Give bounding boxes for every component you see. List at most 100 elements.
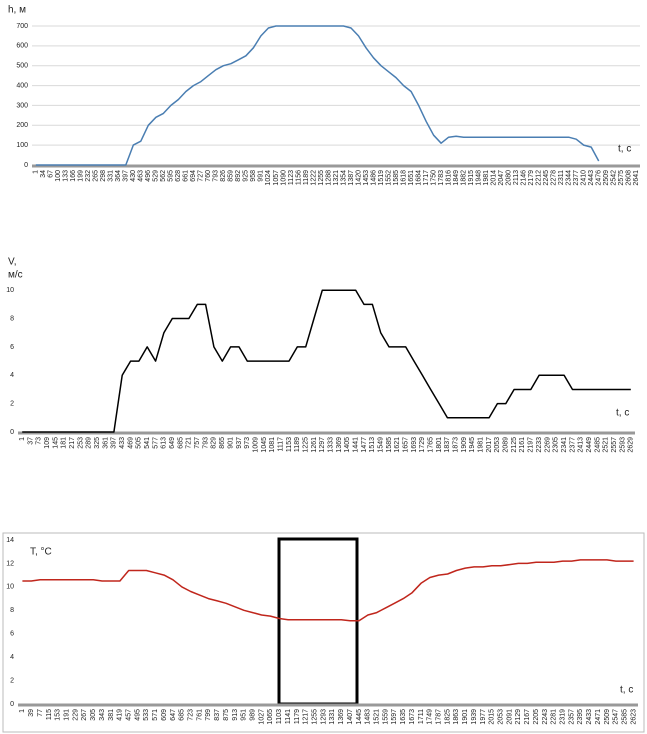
x-tick-label: 1179 xyxy=(294,709,301,724)
x-tick-label: 1787 xyxy=(436,709,443,725)
x-tick-label: 34 xyxy=(40,170,47,178)
x-tick-label: 723 xyxy=(188,709,195,721)
y-axis-label: V, xyxy=(8,257,17,268)
x-tick-label: 457 xyxy=(126,709,133,721)
x-tick-label: 571 xyxy=(152,709,159,721)
x-tick-label: 1117 xyxy=(277,437,284,452)
x-tick-label: 1261 xyxy=(311,437,318,453)
x-tick-label: 199 xyxy=(78,170,85,182)
x-tick-label: 1065 xyxy=(267,709,274,725)
x-tick-label: 2377 xyxy=(569,437,576,453)
x-tick-label: 913 xyxy=(232,709,239,721)
x-tick-label: 1453 xyxy=(363,170,370,186)
x-tick-label: 1 xyxy=(19,437,26,441)
x-tick-label: 496 xyxy=(145,170,152,182)
x-tick-label: 826 xyxy=(220,170,227,182)
x-tick-label: 1103 xyxy=(276,709,283,724)
x-tick-label: 267 xyxy=(81,709,88,721)
x-tick-label: 2161 xyxy=(519,437,526,453)
x-tick-label: 1651 xyxy=(408,170,415,186)
x-tick-label: 1693 xyxy=(411,437,418,453)
x-tick-label: 2047 xyxy=(498,170,505,186)
x-tick-label: 837 xyxy=(214,709,221,721)
y-tick-label: 4 xyxy=(10,654,14,661)
x-tick-label: 469 xyxy=(127,437,134,449)
x-tick-label: 1331 xyxy=(329,709,336,725)
x-tick-label: 331 xyxy=(108,170,115,182)
y-tick-label: 10 xyxy=(6,584,14,591)
x-tick-label: 397 xyxy=(111,437,118,449)
chart-frame xyxy=(2,532,645,733)
x-axis-label: t, c xyxy=(618,144,631,155)
x-tick-label: 1407 xyxy=(347,709,354,725)
x-tick-label: 1948 xyxy=(475,170,482,186)
x-tick-label: 1717 xyxy=(423,170,430,186)
x-tick-label: 2129 xyxy=(515,709,522,725)
x-tick-label: 1123 xyxy=(288,170,295,185)
x-tick-label: 2641 xyxy=(633,170,640,186)
x-tick-label: 153 xyxy=(55,709,62,721)
x-tick-label: 325 xyxy=(94,437,101,449)
y-axis-label: h, м xyxy=(8,5,26,16)
y-tick-label: 8 xyxy=(10,315,14,322)
x-tick-label: 2449 xyxy=(586,437,593,453)
x-tick-label: 958 xyxy=(250,170,257,182)
x-tick-label: 191 xyxy=(64,709,71,721)
x-tick-label: 2053 xyxy=(494,437,501,453)
x-tick-label: 1635 xyxy=(400,709,407,725)
x-tick-label: 1483 xyxy=(365,709,372,725)
x-tick-label: 991 xyxy=(258,170,265,182)
x-tick-label: 685 xyxy=(179,709,186,721)
x-tick-label: 1621 xyxy=(394,437,401,453)
x-tick-label: 1405 xyxy=(344,437,351,453)
x-tick-label: 1045 xyxy=(261,437,268,453)
x-tick-label: 529 xyxy=(153,170,160,182)
x-tick-label: 1837 xyxy=(444,437,451,453)
x-tick-label: 875 xyxy=(223,709,230,721)
x-tick-label: 37 xyxy=(27,437,34,445)
x-tick-label: 2341 xyxy=(561,437,568,453)
x-tick-label: 2623 xyxy=(630,709,637,725)
x-tick-label: 1750 xyxy=(430,170,437,186)
y-tick-label: 4 xyxy=(10,372,14,379)
x-tick-label: 381 xyxy=(108,709,115,721)
x-tick-label: 2585 xyxy=(622,709,629,725)
x-tick-label: 2319 xyxy=(560,709,567,725)
x-tick-label: 609 xyxy=(161,709,168,721)
x-tick-label: 39 xyxy=(28,709,35,717)
x-tick-label: 1519 xyxy=(378,170,385,186)
x-tick-label: 298 xyxy=(100,170,107,182)
x-tick-label: 1141 xyxy=(285,709,292,724)
x-tick-label: 1945 xyxy=(469,437,476,453)
x-tick-label: 661 xyxy=(183,170,190,182)
x-tick-label: 1255 xyxy=(312,709,319,725)
x-tick-label: 77 xyxy=(37,709,44,717)
x-tick-label: 2245 xyxy=(543,170,550,186)
x-tick-label: 2305 xyxy=(553,437,560,453)
x-tick-label: 1027 xyxy=(258,709,265,725)
x-tick-label: 1288 xyxy=(325,170,332,186)
x-tick-label: 647 xyxy=(170,709,177,721)
x-tick-label: 2091 xyxy=(506,709,513,725)
x-tick-label: 1909 xyxy=(461,437,468,453)
x-tick-label: 1559 xyxy=(382,709,389,725)
x-tick-label: 1189 xyxy=(303,170,310,185)
x-tick-label: 1420 xyxy=(355,170,362,186)
x-tick-label: 1977 xyxy=(480,709,487,725)
x-tick-label: 2593 xyxy=(619,437,626,453)
x-tick-label: 109 xyxy=(44,437,51,449)
x-tick-label: 613 xyxy=(161,437,168,449)
x-tick-label: 892 xyxy=(235,170,242,182)
x-tick-label: 1939 xyxy=(471,709,478,725)
x-tick-label: 951 xyxy=(241,709,248,721)
x-tick-label: 1597 xyxy=(391,709,398,725)
x-tick-label: 2542 xyxy=(611,170,618,186)
x-tick-label: 1863 xyxy=(453,709,460,725)
x-tick-label: 229 xyxy=(72,709,79,721)
x-tick-label: 166 xyxy=(70,170,77,182)
x-tick-label: 2080 xyxy=(505,170,512,186)
x-tick-label: 2433 xyxy=(586,709,593,725)
x-tick-label: 925 xyxy=(243,170,250,182)
x-tick-label: 1222 xyxy=(310,170,317,186)
